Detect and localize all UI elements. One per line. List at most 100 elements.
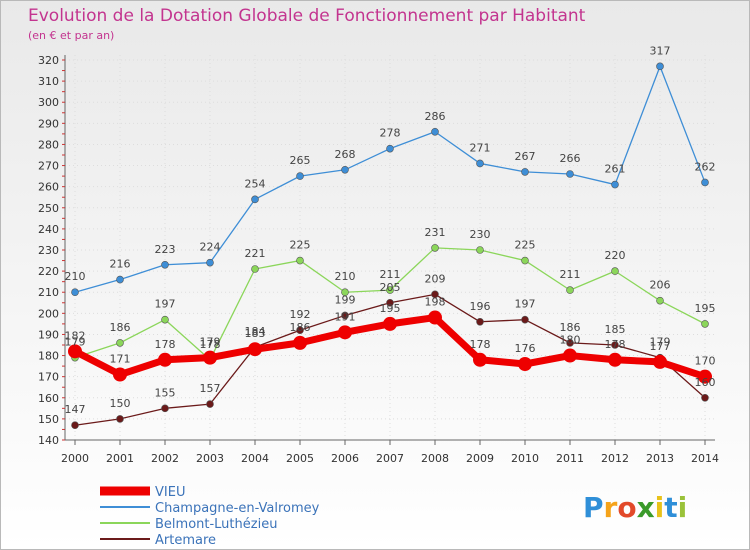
y-tick-label: 190 (38, 328, 59, 341)
data-label: 221 (245, 247, 266, 260)
data-label: 230 (470, 228, 491, 241)
data-label: 209 (425, 272, 446, 285)
data-point (431, 244, 439, 252)
logo-letter: x (637, 491, 655, 524)
data-point (206, 258, 214, 267)
logo-letter: i (678, 491, 688, 524)
data-label: 170 (695, 355, 716, 368)
x-tick-label: 2007 (376, 452, 404, 465)
data-point (116, 415, 124, 423)
data-point (611, 180, 619, 189)
series-layer (68, 62, 712, 430)
data-point (116, 275, 124, 284)
data-label: 195 (695, 302, 716, 315)
data-labels: 210 216 223 224 254 265 268 278 286 271 267 266 261 3… (65, 44, 716, 416)
data-point (428, 310, 442, 325)
x-tick-label: 2014 (691, 452, 719, 465)
y-tick-label: 210 (38, 286, 59, 299)
data-point (431, 127, 439, 136)
y-tick-label: 170 (38, 371, 59, 384)
logo-letter: o (617, 491, 636, 524)
data-label: 186 (110, 321, 131, 334)
data-label: 198 (425, 296, 446, 309)
logo-letter: r (604, 491, 618, 524)
data-point (611, 267, 619, 275)
data-label: 177 (650, 340, 671, 353)
data-point (656, 296, 664, 305)
data-label: 178 (200, 338, 221, 351)
y-tick-label: 300 (38, 96, 59, 109)
data-point (608, 352, 622, 367)
y-tick-label: 160 (38, 392, 59, 405)
legend-item: Champagne-en-Valromey (100, 501, 320, 516)
legend-label: Champagne-en-Valromey (155, 501, 320, 516)
x-tick-label: 2002 (151, 452, 179, 465)
x-tick-label: 2003 (196, 452, 224, 465)
data-label: 179 (650, 336, 671, 349)
x-tick-label: 2012 (601, 452, 629, 465)
y-tick-label: 280 (38, 138, 59, 151)
legend-label: Belmont-Luthézieu (155, 517, 277, 532)
data-label: 178 (470, 338, 491, 351)
x-tick-label: 2006 (331, 452, 359, 465)
y-tick-label: 270 (38, 160, 59, 173)
data-point (431, 290, 439, 299)
data-label: 317 (650, 44, 671, 57)
legend-item: VIEU (100, 485, 185, 500)
data-point (476, 246, 484, 254)
data-point (296, 256, 304, 265)
data-label: 265 (290, 154, 311, 167)
data-label: 178 (155, 338, 176, 351)
x-tick-label: 2004 (241, 452, 269, 465)
chart-title: Evolution de la Dotation Globale de Fonc… (28, 6, 586, 26)
y-tick-label: 250 (38, 202, 59, 215)
data-label: 197 (515, 298, 536, 311)
data-label: 199 (335, 293, 356, 306)
data-label: 185 (605, 323, 626, 336)
data-point (386, 298, 394, 307)
data-label: 157 (200, 382, 221, 395)
data-label: 191 (335, 310, 356, 323)
data-point (293, 335, 307, 350)
data-label: 150 (110, 397, 131, 410)
series-champagne-en-valromey (71, 62, 709, 297)
data-point (698, 369, 712, 384)
data-label: 216 (110, 258, 131, 271)
data-point (386, 144, 394, 153)
data-label: 160 (695, 376, 716, 389)
y-tick-label: 180 (38, 350, 59, 363)
data-point (566, 170, 574, 178)
data-label: 171 (110, 353, 131, 366)
data-point (701, 320, 709, 328)
logo-letter: t (664, 491, 677, 524)
data-point (161, 315, 169, 324)
y-tick-label: 200 (38, 307, 59, 320)
data-point (701, 178, 709, 187)
data-point (476, 159, 484, 168)
data-label: 286 (425, 110, 446, 123)
legend-item: Artemare (100, 533, 216, 548)
axes: 140 150 160 170 180 190 200 210 220 230 240 250 260 2… (38, 54, 719, 465)
y-tick-label: 220 (38, 265, 59, 278)
data-point (341, 311, 349, 320)
data-point (161, 404, 169, 413)
data-point (71, 421, 79, 430)
data-point (251, 195, 259, 204)
data-label: 179 (65, 336, 86, 349)
data-label: 182 (65, 329, 86, 342)
data-label: 206 (650, 279, 671, 292)
data-label: 267 (515, 150, 536, 163)
data-point (338, 325, 352, 340)
data-label: 254 (245, 177, 266, 190)
x-tick-label: 2009 (466, 452, 494, 465)
data-label: 262 (695, 160, 716, 173)
x-tick-label: 2000 (61, 452, 89, 465)
data-label: 186 (290, 321, 311, 334)
data-point (296, 172, 304, 180)
data-point (383, 316, 397, 331)
data-point (566, 339, 574, 347)
data-label: 211 (560, 268, 581, 281)
data-point (341, 165, 349, 174)
data-label: 195 (380, 302, 401, 315)
